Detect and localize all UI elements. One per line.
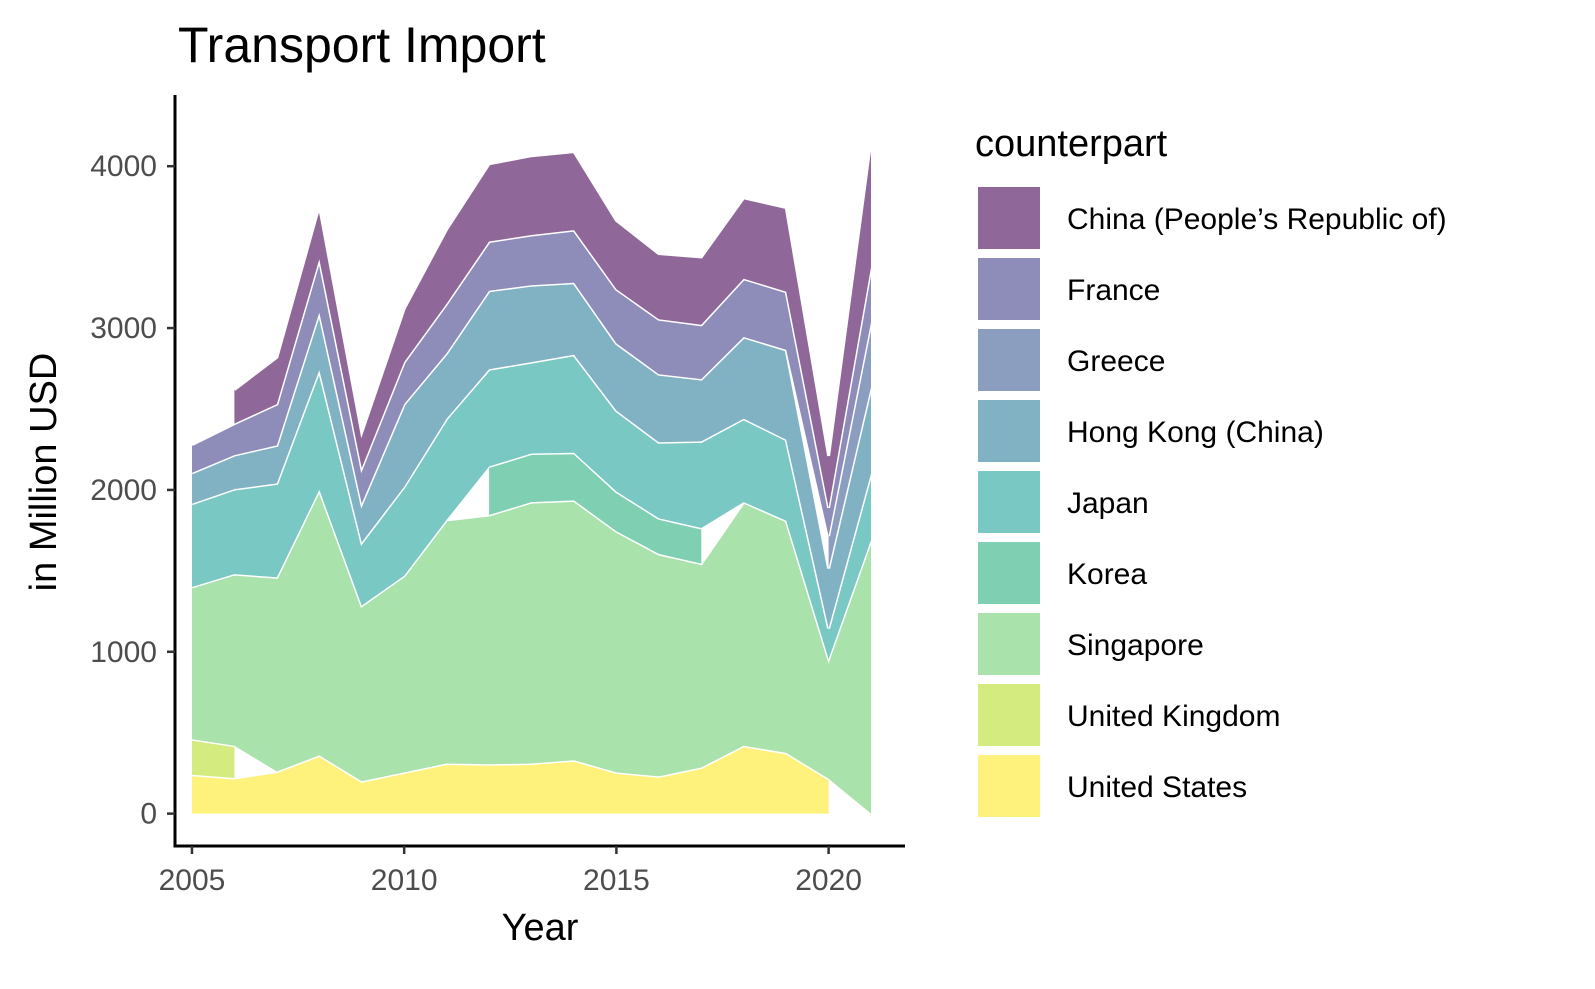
legend-label: United States	[1067, 771, 1247, 804]
area-edge-china-people-s-republic-of	[233, 139, 873, 457]
area-united-states	[192, 745, 829, 814]
series-united-kingdom	[191, 737, 235, 778]
y-axis-title: in Million USD	[23, 353, 65, 592]
area-hong-kong-china	[192, 282, 871, 629]
series-china-people-s-republic-of	[233, 139, 873, 508]
legend-swatch	[978, 400, 1040, 462]
legend-label: United Kingdom	[1067, 700, 1280, 733]
chart-title: Transport Import	[178, 17, 546, 73]
legend-item-korea: Korea	[978, 542, 1147, 604]
legend-item-united-states: United States	[978, 755, 1247, 817]
legend: China (People’s Republic of) France Greece…	[978, 187, 1447, 817]
legend-swatch	[978, 542, 1040, 604]
legend-item-singapore: Singapore	[978, 613, 1204, 675]
legend-label: France	[1067, 274, 1160, 307]
area-japan	[192, 354, 871, 660]
y-tick-label: 2000	[90, 474, 157, 507]
x-axis-title: Year	[502, 907, 579, 949]
area-greece	[828, 322, 871, 569]
legend-item-greece: Greece	[978, 329, 1165, 391]
legend-item-hong-kong-china: Hong Kong (China)	[978, 400, 1324, 462]
area-united-kingdom	[192, 739, 235, 778]
legend-label: Greece	[1067, 345, 1165, 378]
legend-item-china-people-s-republic-of: China (People’s Republic of)	[978, 187, 1447, 249]
y-tick-label: 3000	[90, 312, 157, 345]
area-singapore	[192, 489, 871, 814]
legend-swatch	[978, 329, 1040, 391]
y-ticks: 0 1000 2000 3000 4000	[90, 150, 175, 831]
area-layers	[191, 139, 873, 814]
y-tick-label: 0	[140, 798, 157, 831]
legend-swatch	[978, 755, 1040, 817]
legend-item-united-kingdom: United Kingdom	[978, 684, 1280, 746]
x-tick-label: 2020	[795, 864, 862, 897]
x-tick-label: 2015	[583, 864, 650, 897]
legend-swatch	[978, 187, 1040, 249]
legend-label: Japan	[1067, 487, 1149, 520]
legend-label: China (People’s Republic of)	[1067, 203, 1447, 236]
legend-item-japan: Japan	[978, 471, 1149, 533]
x-ticks: 2005 2010 2015 2020	[159, 846, 862, 897]
x-tick-label: 2005	[159, 864, 226, 897]
y-tick-label: 1000	[90, 636, 157, 669]
legend-title: counterpart	[975, 123, 1168, 165]
legend-label: Hong Kong (China)	[1067, 416, 1324, 449]
legend-swatch	[978, 613, 1040, 675]
axes	[173, 95, 905, 848]
legend-label: Singapore	[1067, 629, 1204, 662]
legend-label: Korea	[1067, 558, 1147, 591]
area-china-people-s-republic-of	[234, 139, 871, 508]
legend-swatch	[978, 258, 1040, 320]
legend-swatch	[978, 471, 1040, 533]
x-tick-label: 2010	[371, 864, 438, 897]
y-tick-label: 4000	[90, 150, 157, 183]
legend-swatch	[978, 684, 1040, 746]
area-korea	[489, 452, 702, 564]
legend-item-france: France	[978, 258, 1160, 320]
